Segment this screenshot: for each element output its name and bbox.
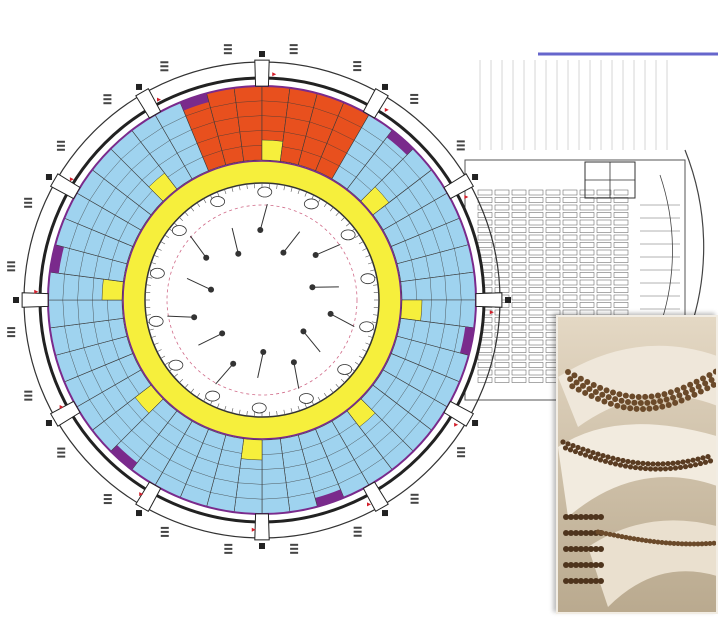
column-marker [313, 252, 319, 258]
column-marker [230, 361, 236, 367]
column-marker [191, 314, 197, 320]
column-marker [300, 328, 306, 334]
yellow-stair-block [401, 300, 422, 321]
column-marker [260, 349, 266, 355]
column-marker [219, 330, 225, 336]
entrance-gate [22, 293, 48, 307]
column-marker [208, 287, 214, 293]
column-marker [203, 255, 209, 261]
column-marker [257, 227, 263, 233]
entrance-gate [255, 514, 269, 540]
arena-plan [7, 44, 511, 554]
column-marker [235, 251, 241, 257]
column-marker [291, 359, 297, 365]
yellow-stair-block [262, 140, 283, 161]
column-marker [280, 250, 286, 256]
entrance-gate [476, 293, 502, 307]
yellow-stair-block [102, 279, 123, 300]
yellow-stair-block [241, 439, 262, 460]
column-marker [328, 311, 334, 317]
column-marker [309, 284, 315, 290]
entrance-gate [255, 60, 269, 86]
architectural-model-photo [556, 315, 718, 614]
